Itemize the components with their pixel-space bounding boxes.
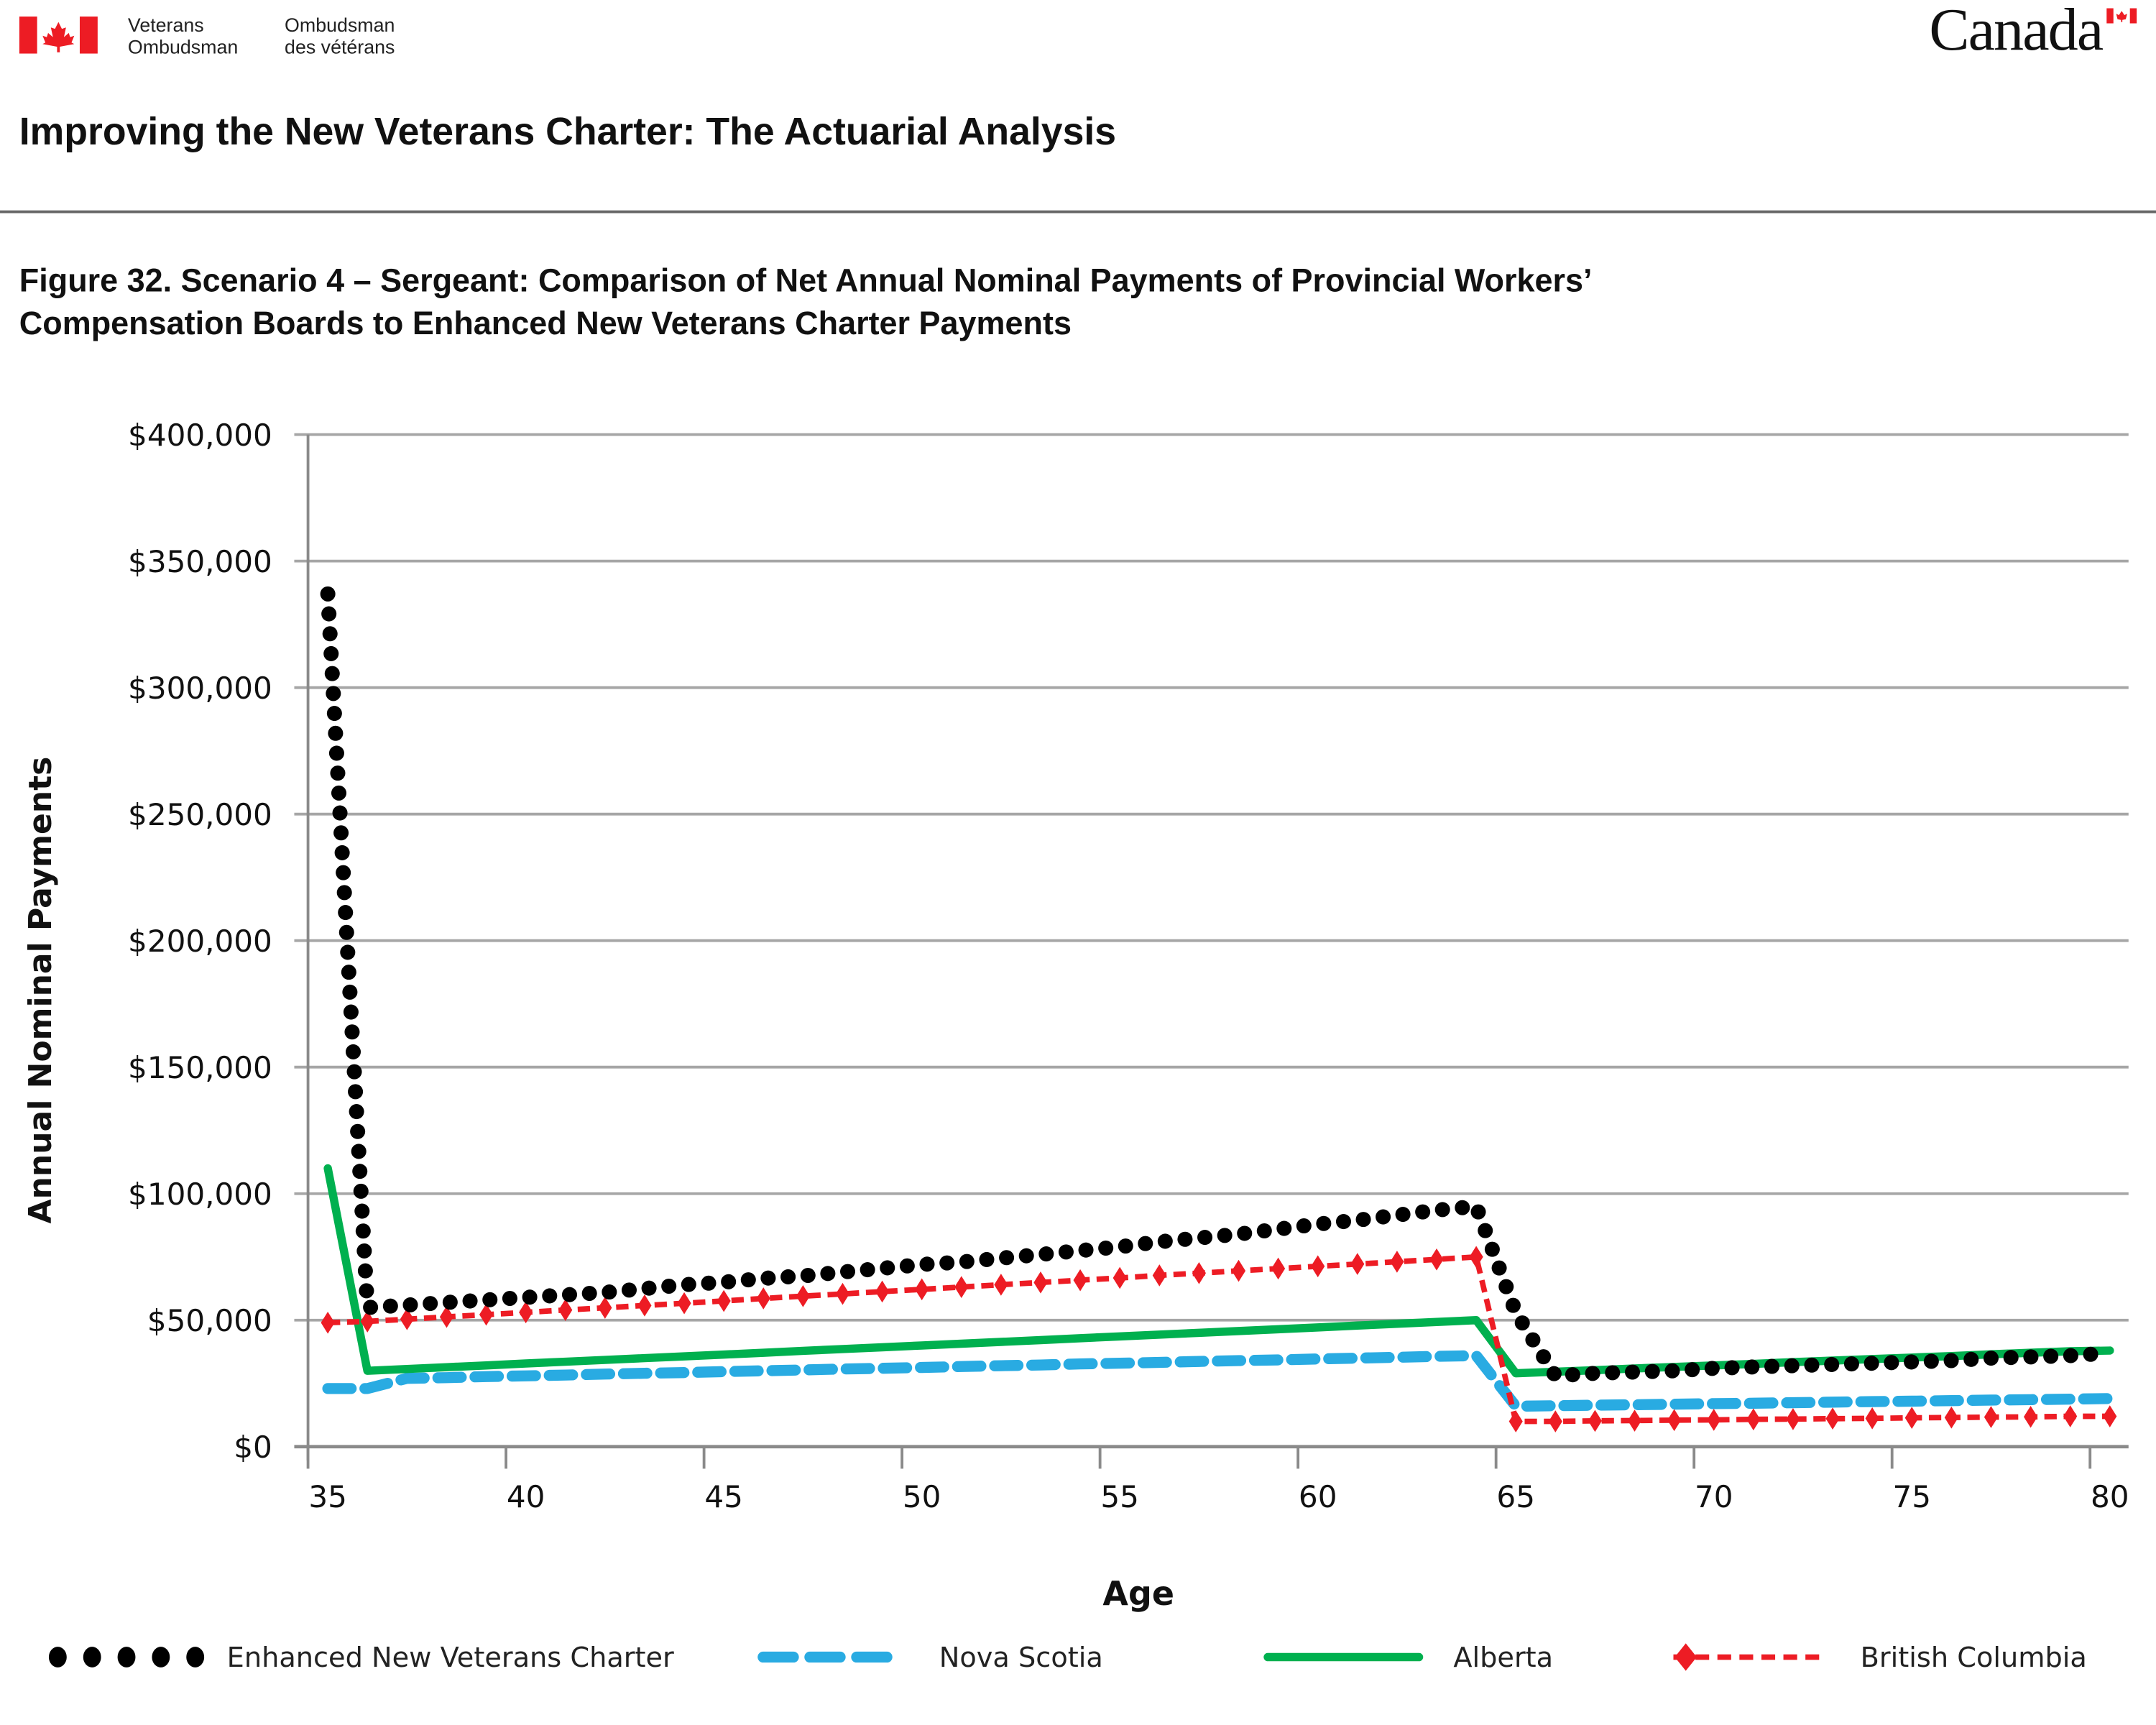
data-point-marker [756, 1287, 770, 1310]
data-point-marker [677, 1292, 691, 1315]
y-tick-label: $300,000 [128, 671, 272, 706]
legend-swatch-dot [48, 1647, 67, 1668]
data-point-marker [1588, 1409, 1602, 1432]
y-tick-label: $200,000 [128, 924, 272, 959]
y-tick-label: $150,000 [128, 1050, 272, 1085]
data-point-marker [1667, 1409, 1682, 1432]
data-point-marker [717, 1289, 731, 1312]
x-tick-label: 35 [308, 1479, 347, 1514]
data-point-marker [1746, 1408, 1761, 1431]
legend-item: British Columbia [1673, 1642, 2087, 1674]
logo-text-fr: Ombudsman des vétérans [285, 14, 395, 58]
data-point-marker [875, 1280, 890, 1303]
data-point-marker [637, 1294, 652, 1317]
legend-item: Enhanced New Veterans Charter [48, 1642, 674, 1674]
legend-label: Enhanced New Veterans Charter [227, 1642, 674, 1674]
x-axis-label: Age [1102, 1574, 1174, 1613]
data-point-marker [1548, 1410, 1562, 1432]
legend-swatch-dot [186, 1647, 205, 1668]
data-point-marker [558, 1299, 573, 1321]
data-point-marker [994, 1274, 1008, 1296]
legend-label: Nova Scotia [939, 1642, 1103, 1674]
data-point-marker [1786, 1408, 1800, 1430]
x-tick-label: 50 [903, 1479, 941, 1514]
legend-swatch-dot [117, 1647, 136, 1668]
logo-text-en: Veterans Ombudsman [128, 14, 238, 58]
data-point-marker [1825, 1407, 1840, 1430]
logo-en-line1: Veterans [127, 14, 204, 36]
y-tick-label: $400,000 [128, 418, 272, 453]
data-point-marker [1627, 1409, 1642, 1432]
series-line-british-columbia [328, 1254, 2110, 1425]
x-tick-label: 60 [1299, 1479, 1337, 1514]
data-point-marker [835, 1282, 850, 1305]
data-point-marker [1033, 1271, 1048, 1294]
data-point-marker [1429, 1248, 1444, 1271]
data-point-marker [1350, 1253, 1365, 1275]
data-point-marker [1390, 1251, 1404, 1273]
data-point-marker [2063, 1405, 2078, 1427]
canada-wordmark: Canada [1929, 0, 2104, 64]
logo-en-line2: Ombudsman [127, 35, 239, 58]
data-point-marker [321, 1311, 335, 1334]
data-point-marker [1707, 1409, 1721, 1431]
x-tick-label: 80 [2091, 1479, 2129, 1514]
legend-label: Alberta [1453, 1642, 1553, 1674]
y-axis-label: Annual Nominal Payments [22, 757, 59, 1224]
data-point-marker [1112, 1266, 1127, 1289]
data-point-marker [1865, 1407, 1879, 1430]
logo-fr-line2: des vétérans [285, 35, 395, 58]
x-tick-label: 70 [1695, 1479, 1733, 1514]
data-point-marker [1271, 1257, 1286, 1280]
figure-title-line2: Compensation Boards to Enhanced New Vete… [19, 305, 1072, 341]
page-title: Improving the New Veterans Charter: The … [19, 110, 1117, 153]
data-point-marker [439, 1305, 454, 1328]
series-line-enhanced-new-veterans-charter [320, 586, 2118, 1384]
data-point-marker [1508, 1410, 1523, 1432]
x-tick-label: 75 [1892, 1479, 1931, 1514]
header-divider [0, 210, 2156, 213]
y-tick-label: $100,000 [128, 1177, 272, 1212]
data-point-marker [954, 1276, 969, 1298]
data-point-marker [1469, 1246, 1483, 1269]
legend-item: Nova Scotia [757, 1642, 1103, 1674]
legend-swatch-dot [152, 1647, 170, 1668]
data-point-marker [1311, 1255, 1325, 1278]
data-point-marker [1984, 1406, 1999, 1428]
x-tick-label: 55 [1100, 1479, 1139, 1514]
figure-title: Figure 32. Scenario 4 – Sergeant: Compar… [19, 260, 1593, 346]
y-tick-label: $50,000 [147, 1303, 272, 1338]
series-line-nova-scotia [322, 1350, 2116, 1412]
data-point-marker [1073, 1269, 1087, 1292]
data-point-marker [1944, 1406, 1958, 1429]
legend-item: Alberta [1263, 1642, 1553, 1674]
y-tick-label: $350,000 [128, 544, 272, 579]
canada-flag-icon [19, 16, 98, 54]
wordmark-flag-icon [2106, 8, 2137, 24]
data-point-marker [915, 1278, 929, 1301]
data-point-marker [1904, 1407, 1919, 1429]
y-tick-label: $0 [234, 1430, 272, 1465]
legend-swatch-diamond [1674, 1643, 1697, 1671]
data-point-marker [598, 1297, 612, 1319]
legend-label: British Columbia [1861, 1642, 2087, 1674]
data-point-marker [1152, 1264, 1166, 1287]
figure-title-line1: Figure 32. Scenario 4 – Sergeant: Compar… [19, 262, 1593, 299]
data-point-marker [796, 1285, 810, 1307]
x-tick-label: 65 [1496, 1479, 1535, 1514]
logo-fr-line1: Ombudsman [285, 14, 395, 36]
data-point-marker [1192, 1261, 1206, 1284]
x-tick-label: 45 [704, 1479, 743, 1514]
data-point-marker [1231, 1259, 1246, 1282]
legend-swatch-dot [83, 1647, 101, 1668]
data-point-marker [2023, 1405, 2038, 1428]
y-tick-label: $250,000 [128, 797, 272, 832]
data-point-marker [2103, 1405, 2117, 1427]
x-tick-label: 40 [507, 1479, 545, 1514]
